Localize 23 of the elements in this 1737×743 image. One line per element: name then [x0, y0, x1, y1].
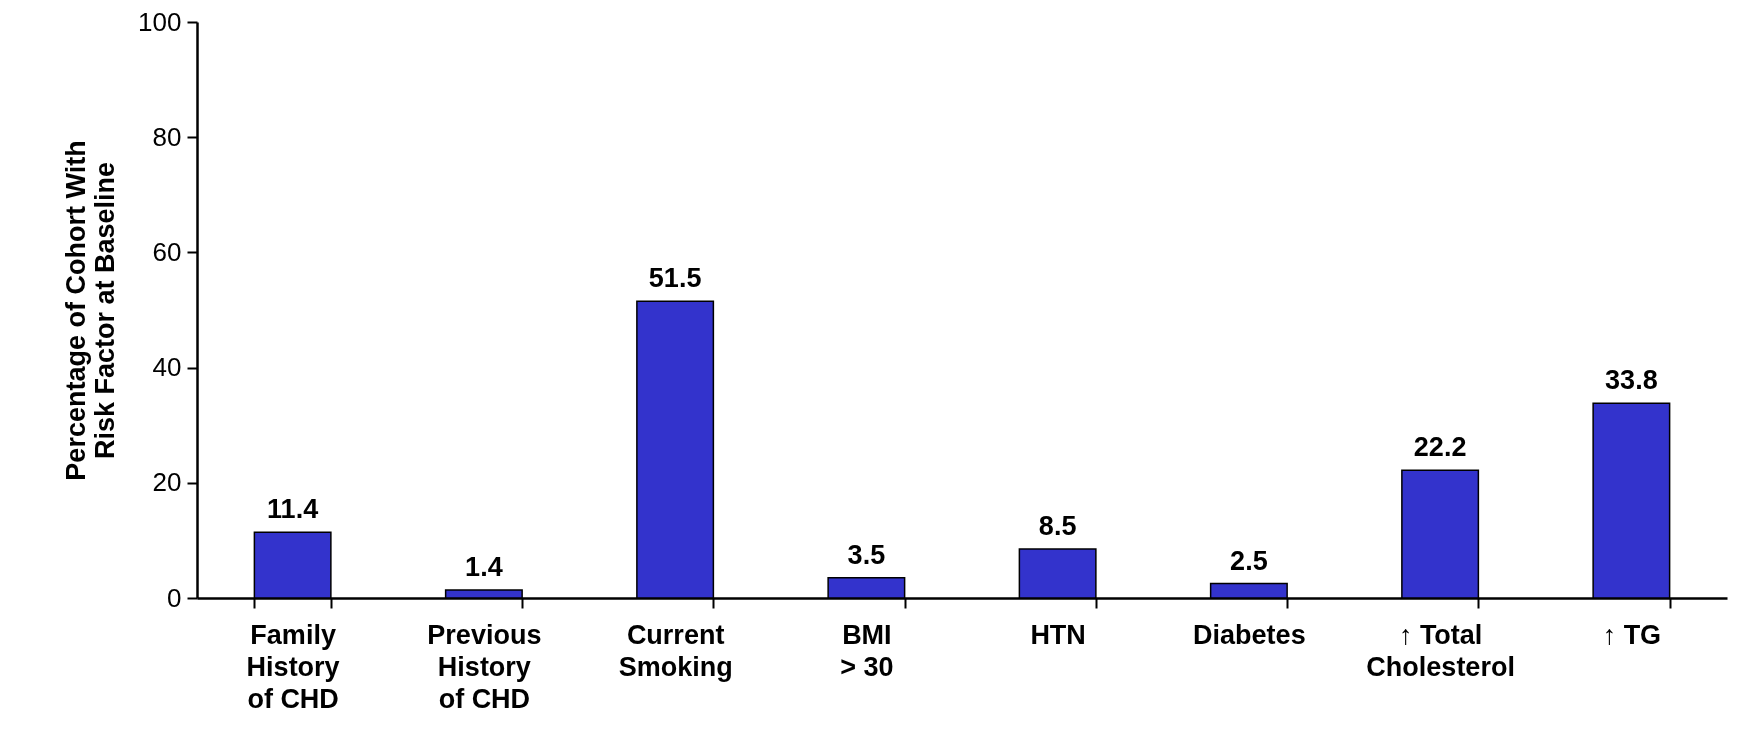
y-tick-label: 100 [138, 6, 182, 37]
y-tick-label: 80 [152, 121, 182, 152]
y-axis-title: Percentage of Cohort With Risk Factor at Baseline [61, 140, 121, 481]
data-label: 11.4 [267, 494, 319, 525]
data-label: 33.8 [1605, 365, 1658, 396]
data-label: 8.5 [1038, 511, 1077, 542]
y-tick-label: 0 [167, 582, 182, 613]
y-tick-label: 40 [152, 352, 182, 383]
x-tick-label: Previous History of CHD [427, 619, 542, 714]
data-label: 51.5 [648, 263, 702, 294]
data-label: 2.5 [1230, 545, 1268, 576]
data-label: 1.4 [465, 551, 503, 582]
y-tick-label: 20 [152, 467, 182, 498]
data-label: 3.5 [847, 539, 886, 570]
x-tick-label: Family History of CHD [246, 619, 340, 714]
data-label: 22.2 [1413, 432, 1467, 463]
x-tick-label: Diabetes [1193, 619, 1306, 650]
y-tick-label: 60 [152, 236, 182, 267]
x-tick-label: ↑ Total Cholesterol [1366, 619, 1515, 682]
x-tick-label: ↑ TG [1602, 619, 1662, 650]
x-tick-label: Current Smoking [618, 619, 733, 682]
x-tick-label: HTN [1030, 619, 1086, 650]
x-tick-label: BMI > 30 [840, 619, 894, 682]
